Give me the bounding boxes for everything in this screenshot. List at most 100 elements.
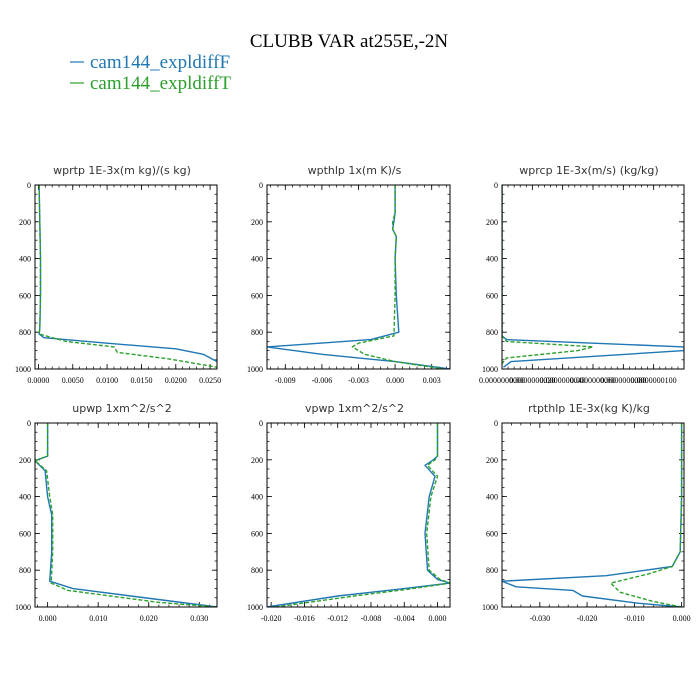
x-tick-label: -0.008 — [361, 614, 382, 623]
series-line-expldiffF — [38, 185, 217, 363]
x-tick-label: 0.0000 — [27, 376, 49, 385]
subplot-6: rtpthlp 1E-3x(kg K)/kg 0 200 400 600 800 1000 -… — [482, 402, 691, 623]
x-tick-label: 0.0000000060 — [570, 376, 616, 385]
y-tick-label: 400 — [19, 255, 31, 264]
series-line-expldiffF — [502, 185, 684, 368]
x-tick-label: 0.0200 — [165, 376, 187, 385]
x-tick-label: -0.006 — [312, 376, 333, 385]
series-line-expldiffT — [351, 185, 445, 369]
y-tick-label: 200 — [19, 456, 31, 465]
subplot-1: wprtp 1E-3x(m kg)/(s kg) 0 200 400 600 800 100… — [15, 164, 221, 385]
x-tick-label: -0.003 — [348, 376, 369, 385]
y-tick-label: 1000 — [482, 603, 498, 612]
series-group — [502, 185, 684, 368]
subplot-title: wpthlp 1x(m K)/s — [308, 164, 402, 177]
y-tick-label: 400 — [486, 255, 498, 264]
series-group — [267, 423, 450, 607]
x-tick-label: 0.000 — [386, 376, 404, 385]
series-line-expldiffF — [502, 423, 683, 607]
y-tick-label: 400 — [486, 493, 498, 502]
x-tick-label: 0.000 — [429, 614, 447, 623]
series-line-expldiffT — [610, 423, 683, 607]
y-tick-label: 200 — [251, 456, 263, 465]
legend: cam144_expldiffF cam144_expldiffT — [70, 52, 231, 94]
x-tick-label: 0.020 — [140, 614, 158, 623]
y-tick-label: 600 — [19, 529, 31, 538]
y-tick-label: 800 — [486, 328, 498, 337]
plot-frame — [501, 184, 685, 370]
y-tick-label: 0 — [259, 419, 263, 428]
y-tick-label: 200 — [486, 218, 498, 227]
plot-frame — [501, 422, 685, 608]
y-tick-label: 1000 — [247, 603, 263, 612]
x-tick-label: 0.0000000080 — [600, 376, 646, 385]
x-tick-label: 0.0050 — [62, 376, 84, 385]
y-tick-label: 200 — [19, 218, 31, 227]
x-tick-label: 0.0250 — [199, 376, 221, 385]
y-tick-label: 400 — [19, 493, 31, 502]
x-tick-label: -0.009 — [275, 376, 296, 385]
series-line-expldiffF — [35, 423, 217, 607]
x-tick-label: 0.0000000000 — [479, 376, 525, 385]
y-tick-label: 0 — [27, 181, 31, 190]
plot-frame — [34, 422, 218, 608]
y-tick-label: 0 — [27, 419, 31, 428]
x-tick-label: 0.0150 — [130, 376, 152, 385]
subplot-4: upwp 1xm^2/s^2 0 200 400 600 800 1000 0.000 0.01… — [15, 402, 218, 623]
series-line-expldiffT — [275, 423, 450, 607]
y-tick-label: 0 — [494, 181, 498, 190]
x-tick-label: 0.030 — [190, 614, 208, 623]
series-line-expldiffF — [267, 423, 450, 607]
y-tick-label: 1000 — [247, 365, 263, 374]
subplot-2: wpthlp 1x(m K)/s 0 200 400 600 800 1000 -0.009 -… — [247, 164, 451, 385]
y-tick-label: 600 — [19, 291, 31, 300]
plot-frame — [266, 184, 451, 370]
series-group — [267, 185, 450, 369]
series-group — [38, 185, 217, 368]
subplot-title: vpwp 1xm^2/s^2 — [305, 402, 404, 415]
series-group — [35, 423, 217, 607]
subplot-title: wprcp 1E-3x(m/s) (kg/kg) — [519, 164, 658, 177]
series-group — [502, 423, 683, 607]
y-tick-label: 800 — [486, 566, 498, 575]
subplot-title: rtpthlp 1E-3x(kg K)/kg — [528, 402, 650, 415]
series-line-expldiffT — [35, 423, 217, 607]
series-line-expldiffT — [38, 185, 217, 368]
y-tick-label: 600 — [486, 529, 498, 538]
y-tick-label: 1000 — [15, 365, 31, 374]
subplot-grid: wprtp 1E-3x(m kg)/(s kg) 0 200 400 600 800 100… — [15, 164, 691, 623]
y-tick-label: 600 — [251, 529, 263, 538]
x-tick-label: -0.020 — [261, 614, 282, 623]
x-tick-label: 0.0000000040 — [540, 376, 586, 385]
y-tick-label: 200 — [486, 456, 498, 465]
y-tick-label: 1000 — [482, 365, 498, 374]
x-tick-label: -0.030 — [529, 614, 550, 623]
x-tick-label: -0.012 — [327, 614, 348, 623]
plot-frame — [34, 184, 218, 370]
x-tick-label: 0.0000000020 — [509, 376, 555, 385]
x-tick-label: -0.016 — [294, 614, 315, 623]
y-tick-label: 400 — [251, 493, 263, 502]
y-tick-label: 200 — [251, 218, 263, 227]
x-tick-label: 0.0100 — [96, 376, 118, 385]
y-tick-label: 0 — [494, 419, 498, 428]
x-tick-label: -0.020 — [577, 614, 598, 623]
y-tick-label: 800 — [251, 328, 263, 337]
legend-label-t: cam144_expldiffT — [90, 73, 231, 94]
subplot-title: upwp 1xm^2/s^2 — [72, 402, 172, 415]
subplot-5: vpwp 1xm^2/s^2 0 200 400 600 800 1000 -0.020 -0.… — [247, 402, 451, 623]
subplot-title: wprtp 1E-3x(m kg)/(s kg) — [53, 164, 191, 177]
legend-label-f: cam144_expldiffF — [90, 52, 230, 73]
y-tick-label: 800 — [251, 566, 263, 575]
plot-frame — [266, 422, 451, 608]
y-tick-label: 600 — [486, 291, 498, 300]
subplot-3: wprcp 1E-3x(m/s) (kg/kg) 0 200 400 600 800 100… — [479, 164, 685, 385]
figure-title: CLUBB VAR at255E,-2N — [250, 31, 449, 52]
x-tick-label: 0.0000000100 — [631, 376, 677, 385]
y-tick-label: 800 — [19, 328, 31, 337]
y-tick-label: 600 — [251, 291, 263, 300]
x-tick-label: 0.000 — [39, 614, 57, 623]
y-tick-label: 800 — [19, 566, 31, 575]
series-line-expldiffF — [267, 185, 450, 369]
